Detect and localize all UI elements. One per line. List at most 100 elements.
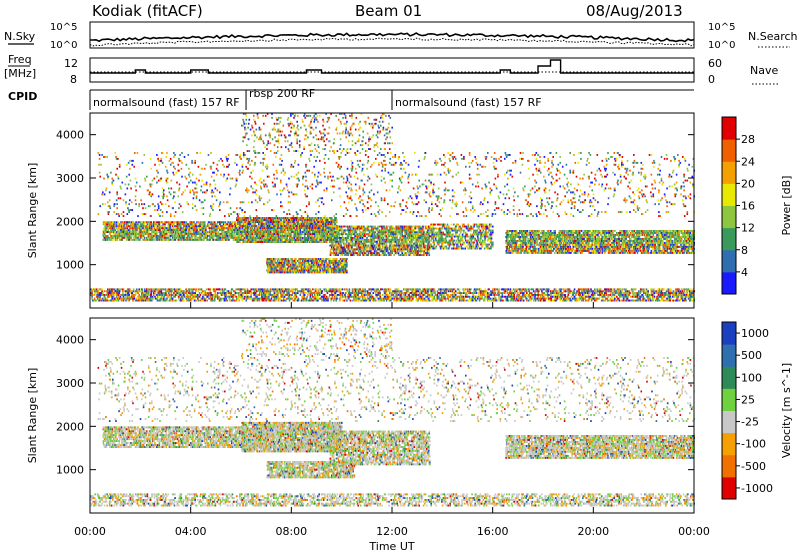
range-cell [122,221,124,223]
range-cell [189,229,191,231]
range-cell [135,221,137,223]
range-cell [152,229,154,231]
range-cell [217,229,219,231]
range-cell [239,241,241,243]
range-cell [147,231,149,233]
range-cell [169,225,171,227]
range-cell [208,225,210,227]
range-cell [164,223,166,225]
freq-nave-traces [90,60,694,73]
range-cell [211,221,213,223]
range-cell [213,237,215,239]
range-cell [125,237,127,239]
range-cell [135,239,137,241]
range-cell [172,231,174,233]
range-cell [136,225,138,227]
range-cell [164,231,166,233]
range-cell [104,233,106,235]
range-cell [162,229,164,231]
range-cell [164,229,166,231]
range-cell [174,239,176,241]
range-cell [198,227,200,229]
range-cell [113,237,115,239]
range-cell [227,223,229,225]
range-cell [211,229,213,231]
range-cell [236,225,238,227]
range-cell [228,221,230,223]
range-cell [152,239,154,241]
range-cell [153,237,155,239]
range-cell [216,231,218,233]
noise-tick-low-left: 10^0 [50,40,77,51]
range-cell [239,227,241,229]
range-cell [151,225,153,227]
range-cell [226,239,228,241]
range-cell [154,227,156,229]
range-cell [198,221,200,223]
range-cell [191,237,193,239]
range-cell [205,229,207,231]
range-cell [132,227,134,229]
range-cell [239,233,241,235]
range-cell [228,231,230,233]
range-cell [209,235,211,237]
range-cell [232,231,234,233]
range-cell [228,239,230,241]
range-cell [149,225,151,227]
range-cell [208,221,210,223]
range-cell [167,237,169,239]
range-cell [118,237,120,239]
range-cell [196,225,198,227]
range-cell [151,233,153,235]
range-cell [159,223,161,225]
range-cell [115,229,117,231]
range-cell [140,229,142,231]
range-cell [229,225,231,227]
range-cell [193,221,195,223]
range-cell [200,223,202,225]
range-cell [124,223,126,225]
range-cell [112,239,114,241]
range-cell [130,239,132,241]
plot-frame [90,113,694,308]
range-cell [170,239,172,241]
range-cell [113,233,115,235]
range-cell [165,235,167,237]
range-cell [178,227,180,229]
cpid-segment-label: normalsound (fast) 157 RF [395,96,542,109]
cpid-segment-label: normalsound (fast) 157 RF [93,96,240,109]
range-cell [199,231,201,233]
range-cell [123,237,125,239]
range-cell [223,229,225,231]
range-cell [141,221,143,223]
range-cell [204,223,206,225]
range-cell [132,229,134,231]
range-cell [207,231,209,233]
range-cell [116,223,118,225]
range-cell [161,221,163,223]
freq-label: Freq [8,53,32,66]
range-cell [139,239,141,241]
range-cell [184,235,186,237]
range-cell [144,231,146,233]
range-cell [210,239,212,241]
range-cell [201,235,203,237]
range-cell [107,223,109,225]
range-cell [132,225,134,227]
range-cell [178,221,180,223]
range-cell [136,231,138,233]
nave-tick-60: 60 [708,57,722,70]
range-cell [159,229,161,231]
nsky-trace [90,33,694,41]
range-cell [126,239,128,241]
range-cell [186,221,188,223]
range-cell [118,221,120,223]
nsky-label: N.Sky [4,30,36,43]
range-cell [136,235,138,237]
range-cell [167,233,169,235]
range-cell [151,223,153,225]
range-cell [236,227,238,229]
range-cell [169,233,171,235]
range-cell [202,231,204,233]
range-cell [205,227,207,229]
